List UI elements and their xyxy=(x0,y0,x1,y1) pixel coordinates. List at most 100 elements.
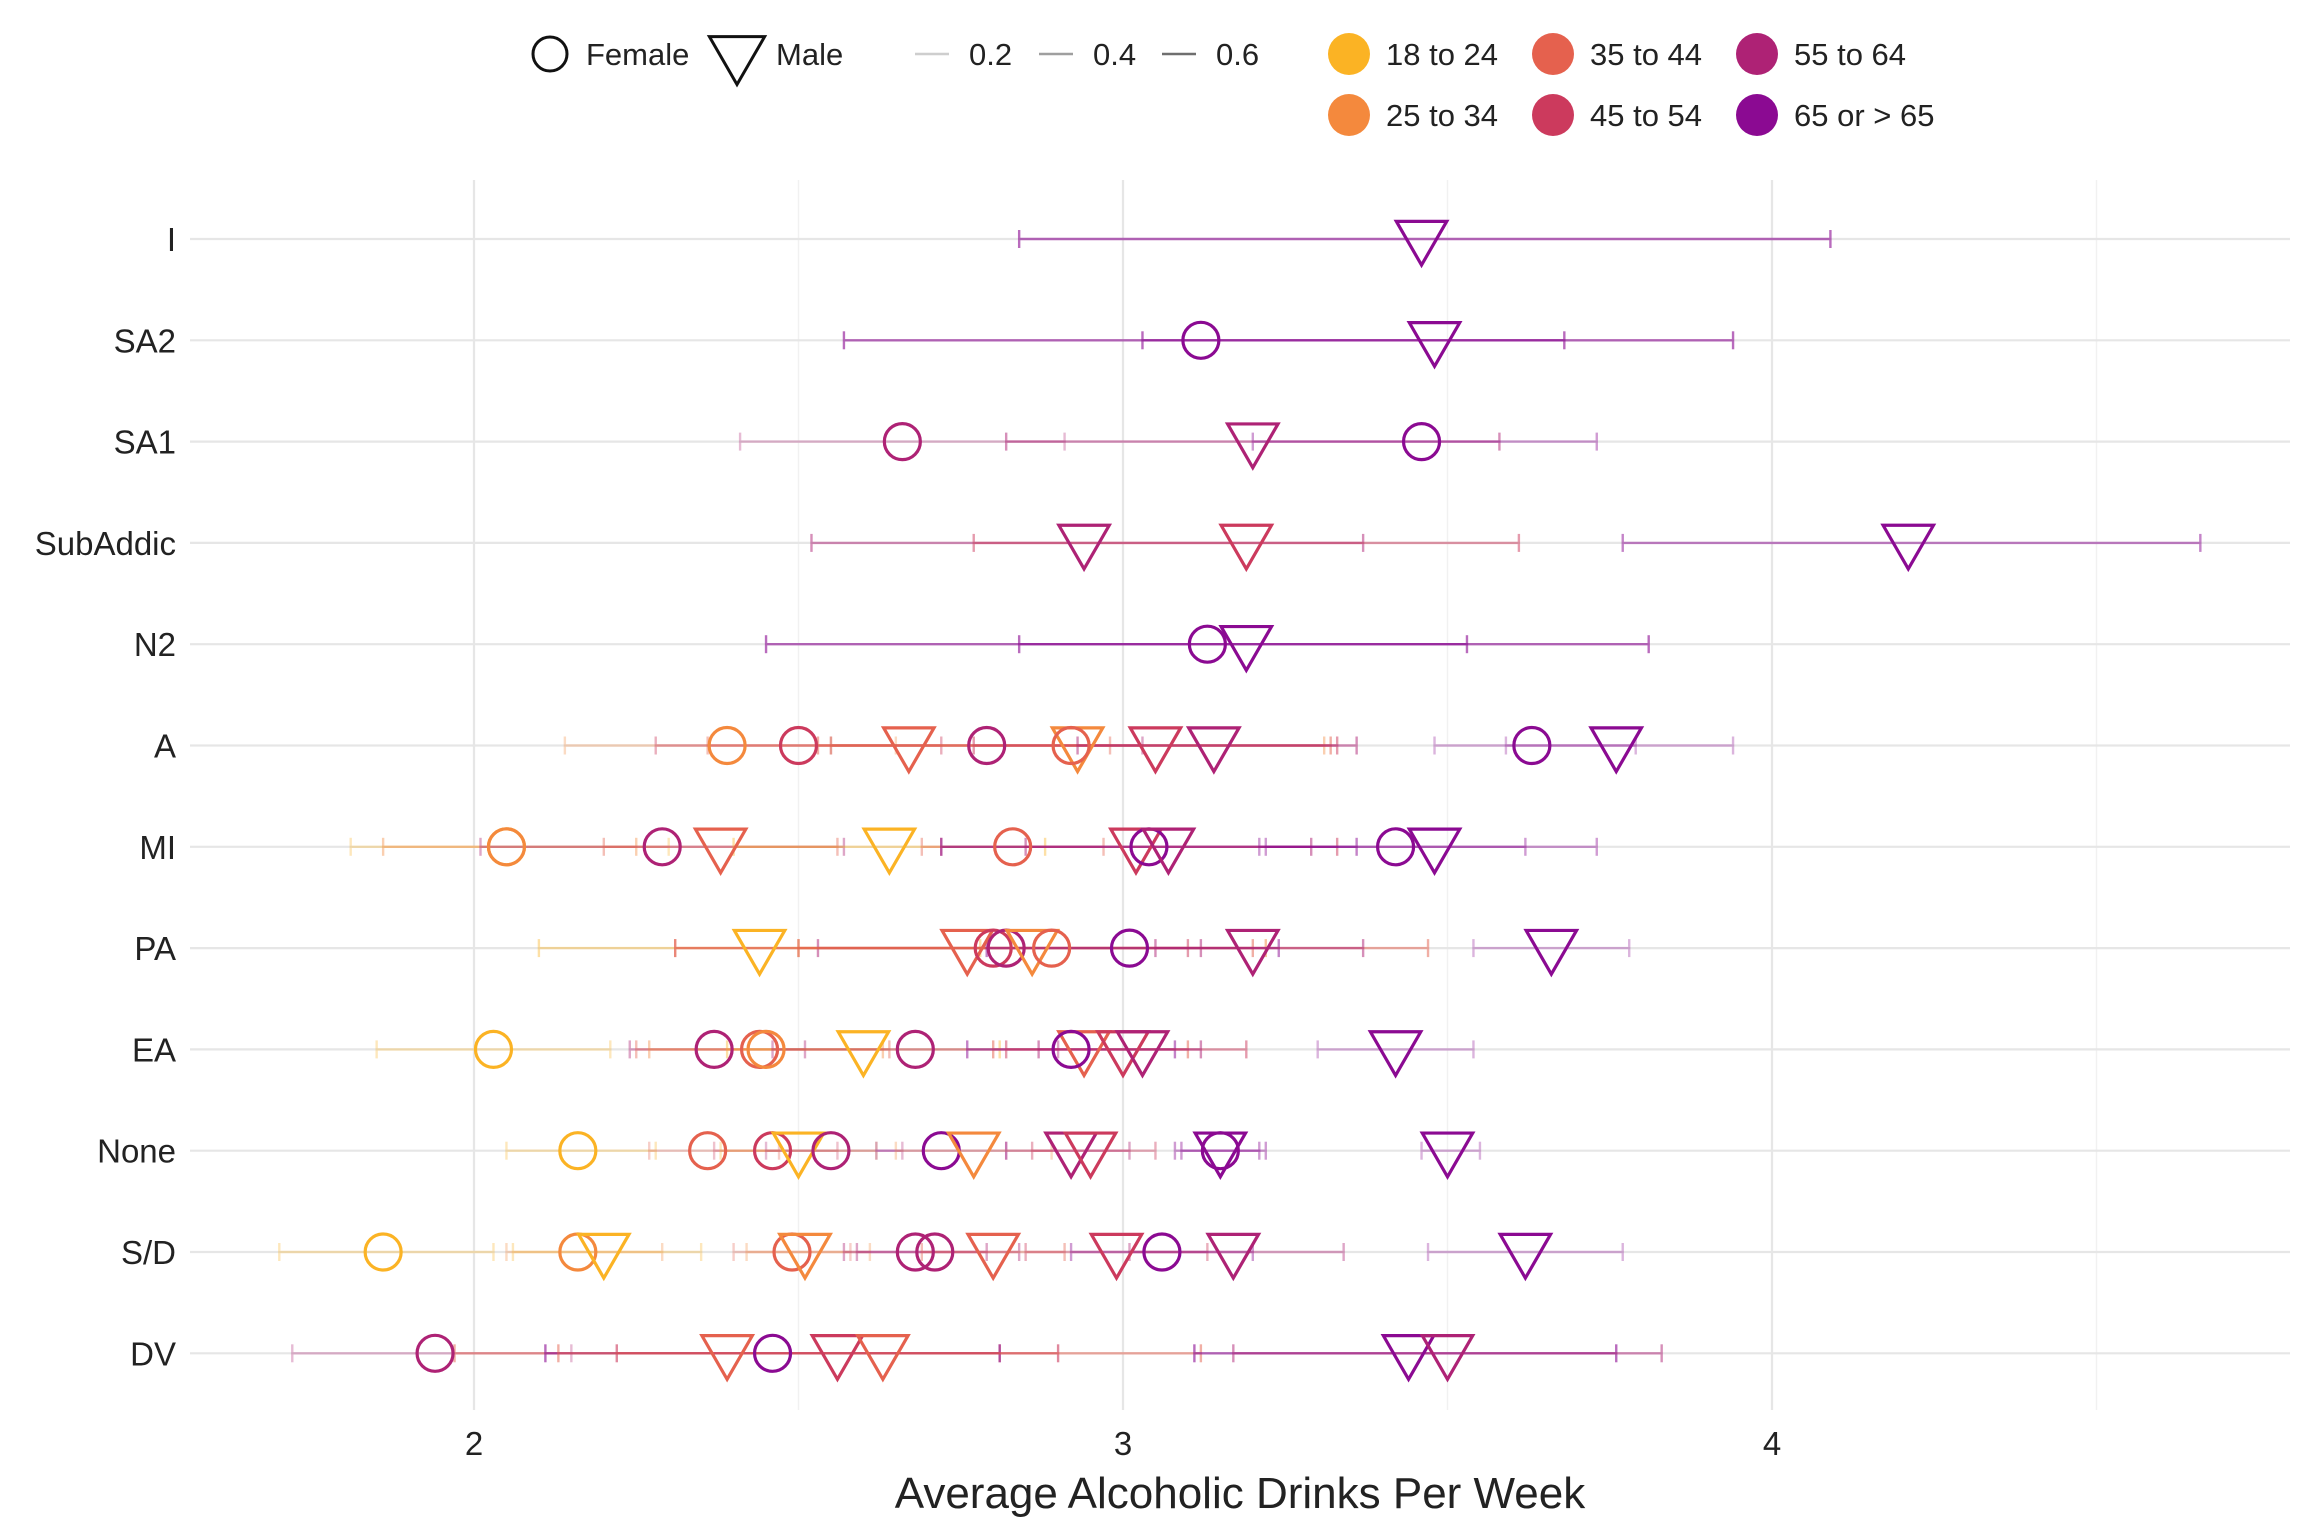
y-tick-label: DV xyxy=(130,1335,176,1372)
y-tick-label: None xyxy=(97,1133,176,1170)
point-female xyxy=(752,1333,793,1373)
interval-bar xyxy=(1504,736,1735,755)
point-male xyxy=(1497,1232,1554,1282)
interval-bar xyxy=(1128,1243,1345,1261)
x-tick-label: 3 xyxy=(1114,1425,1132,1462)
legend-color-label: 65 or > 65 xyxy=(1794,98,1934,133)
point-female xyxy=(415,1333,455,1373)
point-female xyxy=(746,1029,786,1070)
point-male xyxy=(777,1232,833,1282)
x-axis: 2 3 4 xyxy=(465,1425,1781,1462)
interval-bar xyxy=(972,533,1521,552)
legend-color-swatch xyxy=(1532,33,1574,75)
point-male xyxy=(1108,827,1164,877)
interval-bar xyxy=(628,1040,807,1059)
point-male xyxy=(1406,321,1463,370)
interval-bar xyxy=(479,837,846,856)
point-male xyxy=(965,1232,1022,1282)
point-female xyxy=(967,725,1007,766)
legend-color-swatch xyxy=(1328,33,1370,75)
interval-bar xyxy=(505,1243,664,1261)
point-male xyxy=(575,1232,632,1282)
point-male xyxy=(1523,928,1580,978)
point-female xyxy=(558,1131,598,1171)
interval-bar xyxy=(1251,432,1598,451)
interval-bar xyxy=(1141,331,1735,350)
point-male xyxy=(1367,1030,1424,1079)
point-male xyxy=(1127,726,1184,775)
point-female xyxy=(1181,320,1221,360)
interval-bar xyxy=(1472,939,1631,958)
point-male xyxy=(1088,1232,1145,1282)
legend-color-label: 55 to 64 xyxy=(1794,37,1906,72)
point-male xyxy=(1224,422,1281,471)
y-tick-label: SubAddic xyxy=(35,525,176,562)
point-male xyxy=(1043,1131,1100,1180)
interval-bar xyxy=(1024,1243,1209,1261)
point-male xyxy=(1114,1030,1171,1079)
point-female xyxy=(1109,928,1150,968)
point-male xyxy=(809,1334,866,1383)
legend-shape-group: Female Male xyxy=(531,35,843,88)
point-female xyxy=(1375,827,1416,867)
point-male xyxy=(699,1334,756,1383)
point-female xyxy=(642,827,682,867)
point-female xyxy=(707,725,747,766)
y-tick-label: N2 xyxy=(134,626,176,663)
interval-bar xyxy=(1004,1141,1131,1160)
point-male xyxy=(861,827,918,877)
y-tick-label: PA xyxy=(134,930,176,967)
point-male xyxy=(731,928,788,978)
x-tick-label: 4 xyxy=(1763,1425,1781,1462)
point-female xyxy=(895,1029,935,1070)
legend-alpha-group: 0.2 0.4 0.6 xyxy=(915,37,1259,72)
interval-bar xyxy=(1426,1243,1624,1261)
legend-alpha-label: 0.6 xyxy=(1216,37,1259,72)
interval-bar xyxy=(381,837,638,856)
interval-bar xyxy=(1076,736,1358,755)
y-tick-label: I xyxy=(167,221,176,258)
interval-bar xyxy=(1004,432,1501,451)
interval-bar xyxy=(1258,837,1527,856)
point-female xyxy=(993,827,1033,867)
point-female xyxy=(1051,1029,1091,1070)
point-male xyxy=(1004,928,1061,978)
point-female xyxy=(811,1131,851,1171)
interval-bar xyxy=(1316,1040,1475,1059)
point-male xyxy=(1056,523,1113,573)
point-female xyxy=(882,422,922,462)
interval-bar xyxy=(745,1243,872,1261)
point-male xyxy=(1205,1232,1262,1282)
point-female xyxy=(486,827,527,867)
point-male xyxy=(1406,827,1463,877)
legend-male-symbol xyxy=(706,35,768,88)
legend-color-swatch xyxy=(1736,94,1778,136)
interval-bar xyxy=(1180,1141,1267,1160)
point-female xyxy=(1051,725,1091,766)
interval-bar xyxy=(712,1141,839,1160)
interval-bar xyxy=(764,1141,904,1160)
point-female xyxy=(778,725,819,766)
point-female xyxy=(363,1232,403,1272)
point-female xyxy=(1032,928,1072,968)
legend-alpha-label: 0.4 xyxy=(1093,37,1136,72)
gridlines xyxy=(190,180,2290,1410)
interval-bar xyxy=(1232,1344,1663,1363)
interval-bar xyxy=(1017,635,1469,654)
x-axis-title: Average Alcoholic Drinks Per Week xyxy=(895,1469,1586,1518)
legend-color-swatch xyxy=(1328,94,1370,136)
point-male xyxy=(1380,1334,1437,1383)
interval-bar xyxy=(1037,1040,1203,1059)
y-tick-label: S/D xyxy=(121,1234,176,1271)
point-female xyxy=(1142,1232,1182,1272)
legend-alpha-label: 0.2 xyxy=(969,37,1012,72)
interval-bar xyxy=(505,1141,657,1160)
point-male xyxy=(835,1030,892,1079)
interval-bar xyxy=(557,1344,1203,1363)
legend-male-label: Male xyxy=(776,37,843,72)
legend: Female Male 0.2 0.4 0.6 18 to 24 25 to 34 35 … xyxy=(531,33,1934,136)
y-tick-label: SA2 xyxy=(114,322,176,359)
interval-bar xyxy=(1154,939,1365,958)
data-points xyxy=(363,219,1937,1383)
interval-bar xyxy=(375,1040,612,1059)
